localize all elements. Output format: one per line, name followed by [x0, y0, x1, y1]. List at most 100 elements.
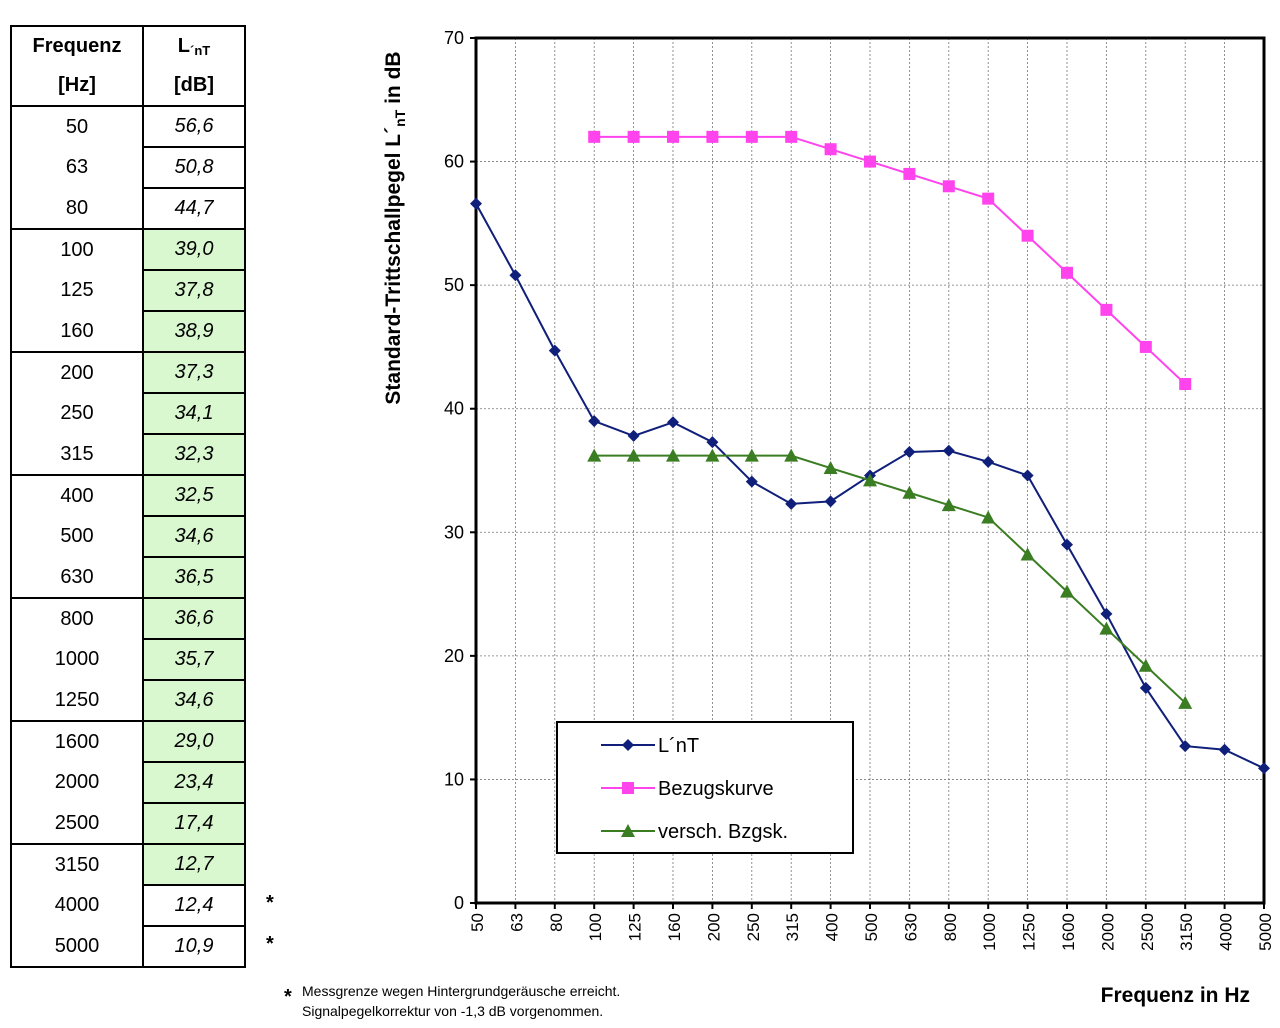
level-cell: 37,8 — [142, 270, 246, 312]
data-point — [509, 269, 522, 282]
header-level-main: L — [177, 35, 190, 57]
table-row: 1250 34,6 — [10, 680, 246, 722]
level-cell: 36,5 — [142, 557, 246, 599]
level-cell: 35,7 — [142, 639, 246, 681]
data-point — [744, 448, 759, 462]
table-row: 1000 35,7 — [10, 639, 246, 681]
footnote-line-1: Messgrenze wegen Hintergrundgeräusche er… — [302, 983, 621, 999]
data-point — [785, 130, 798, 143]
data-point — [1258, 762, 1270, 775]
frequency-cell: 1000 — [10, 639, 144, 680]
table-row: 2000 23,4 — [10, 762, 246, 804]
x-tick-label: 63 — [507, 913, 526, 932]
level-cell: 12,7 — [142, 844, 246, 886]
data-point — [627, 130, 640, 143]
frequency-cell: 250 — [10, 393, 144, 434]
x-tick-label: 100 — [586, 913, 605, 941]
x-tick-label: 160 — [665, 913, 684, 941]
asterisk-5000: * — [266, 933, 274, 955]
data-point — [1100, 607, 1113, 620]
frequency-cell: 2000 — [10, 762, 144, 803]
frequency-cell: 800 — [10, 598, 144, 639]
y-tick-label: 60 — [444, 152, 464, 172]
frequency-cell: 125 — [10, 270, 144, 311]
data-point — [903, 167, 916, 180]
x-tick-label: 500 — [862, 913, 881, 941]
data-point — [548, 344, 561, 357]
x-tick-label: 630 — [901, 913, 920, 941]
level-cell: 17,4 — [142, 803, 246, 845]
level-cell: 34,6 — [142, 680, 246, 722]
data-point — [1021, 469, 1034, 482]
frequency-cell: 80 — [10, 188, 144, 230]
data-point — [667, 416, 679, 429]
y-tick-label: 20 — [444, 646, 464, 666]
table-row: 5000 10,9 — [10, 926, 246, 968]
data-point — [1061, 538, 1073, 551]
data-point — [705, 448, 720, 462]
data-point — [981, 510, 996, 524]
level-cell: 34,6 — [142, 516, 246, 558]
x-tick-label: 1250 — [1020, 913, 1039, 951]
data-point — [1061, 266, 1073, 279]
table-header-row: Frequenz L´nT — [10, 26, 246, 66]
table-row: 2500 17,4 — [10, 803, 246, 845]
x-tick-label: 80 — [547, 913, 566, 932]
frequency-cell: 200 — [10, 352, 144, 393]
data-point — [667, 130, 679, 143]
table-row: 125 37,8 — [10, 270, 246, 312]
level-cell: 44,7 — [142, 188, 246, 230]
x-tick-label: 200 — [704, 913, 723, 941]
table-row: 80 44,7 — [10, 188, 246, 230]
header-level-sub: ´nT — [190, 43, 211, 58]
level-cell: 50,8 — [142, 147, 246, 189]
frequency-cell: 315 — [10, 434, 144, 476]
level-cell: 39,0 — [142, 229, 246, 271]
data-point — [1179, 378, 1192, 390]
level-cell: 12,4 — [142, 885, 246, 927]
table-row: 500 34,6 — [10, 516, 246, 558]
data-point — [824, 495, 837, 508]
frequency-cell: 50 — [10, 106, 144, 147]
level-cell: 10,9 — [142, 926, 246, 968]
legend-marker — [621, 824, 635, 837]
data-point — [706, 130, 719, 143]
data-point — [1100, 303, 1113, 316]
x-tick-label: 800 — [941, 913, 960, 941]
data-point — [824, 143, 837, 156]
frequency-cell: 4000 — [10, 885, 144, 926]
data-point — [902, 485, 917, 499]
frequency-cell: 3150 — [10, 844, 144, 885]
frequency-cell: 5000 — [10, 926, 144, 967]
x-tick-label: 250 — [744, 913, 763, 941]
data-table: Frequenz L´nT [Hz] [dB] 50 56,6 63 50,8 80 44… — [10, 25, 246, 968]
level-cell: 23,4 — [142, 762, 246, 804]
data-point — [1218, 743, 1231, 756]
table-row: 1600 29,0 — [10, 721, 246, 763]
x-axis-title: Frequenz in Hz — [1101, 984, 1250, 1007]
data-point — [627, 429, 640, 442]
x-tick-label: 1600 — [1059, 913, 1078, 951]
data-point — [785, 497, 798, 510]
data-point — [1138, 658, 1153, 672]
level-cell: 56,6 — [142, 106, 246, 148]
table-row: 50 56,6 — [10, 106, 246, 148]
x-tick-label: 3150 — [1177, 913, 1196, 951]
y-tick-label: 70 — [444, 28, 464, 48]
series-line-2 — [594, 454, 1186, 704]
header-level: L´nT — [142, 26, 246, 66]
data-point — [1139, 681, 1152, 694]
header-frequency: Frequenz — [10, 26, 144, 66]
x-tick-label: 4000 — [1217, 913, 1236, 951]
data-point — [863, 473, 877, 487]
y-tick-label: 30 — [444, 522, 464, 542]
data-point — [1178, 695, 1193, 709]
legend-marker — [622, 782, 634, 794]
y-tick-label: 0 — [454, 893, 464, 913]
data-point — [588, 415, 601, 428]
frequency-cell: 2500 — [10, 803, 144, 845]
level-cell: 36,6 — [142, 598, 246, 640]
frequency-cell: 63 — [10, 147, 144, 188]
data-point — [941, 498, 956, 512]
